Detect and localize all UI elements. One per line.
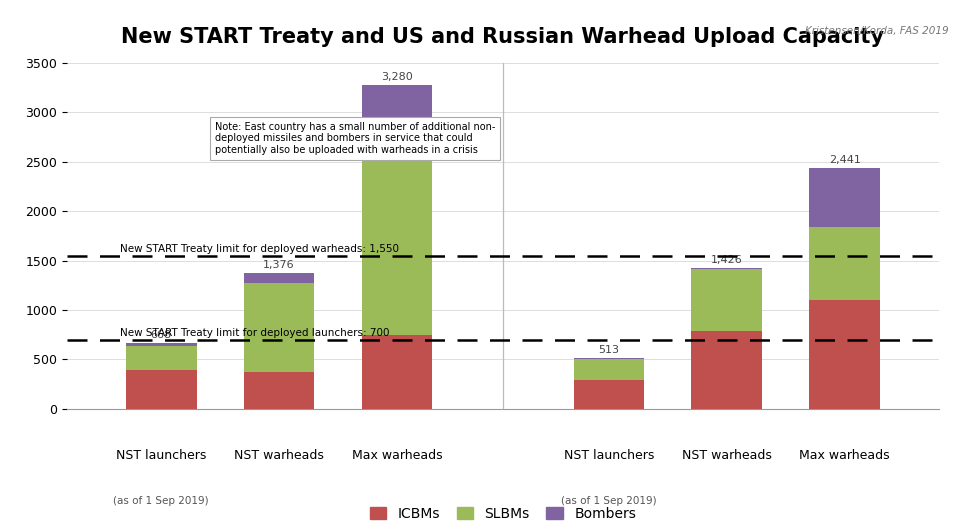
Text: (as of 1 Sep 2019): (as of 1 Sep 2019): [113, 496, 209, 506]
Text: New START Treaty limit for deployed launchers: 700: New START Treaty limit for deployed laun…: [120, 328, 390, 338]
Text: Note: East country has a small number of additional non-
deployed missiles and b: Note: East country has a small number of…: [216, 122, 495, 155]
Bar: [125, 370, 196, 409]
Bar: [810, 168, 880, 227]
Bar: [243, 283, 314, 372]
Bar: [361, 157, 432, 335]
Text: New START Treaty limit for deployed warheads: 1,550: New START Treaty limit for deployed warh…: [120, 244, 399, 254]
Text: 668: 668: [150, 330, 171, 340]
Text: NST warheads: NST warheads: [234, 449, 324, 462]
Bar: [692, 268, 763, 269]
Bar: [810, 300, 880, 409]
Text: 1,426: 1,426: [711, 255, 742, 265]
Bar: [125, 346, 196, 370]
Bar: [574, 358, 645, 359]
Text: 2,441: 2,441: [829, 155, 860, 165]
Text: 513: 513: [599, 345, 620, 355]
Text: Max warheads: Max warheads: [799, 449, 890, 462]
Bar: [125, 343, 196, 346]
Title: New START Treaty and US and Russian Warhead Upload Capacity: New START Treaty and US and Russian Warh…: [122, 27, 884, 48]
Text: 3,280: 3,280: [381, 72, 413, 82]
Bar: [692, 269, 763, 331]
Legend: ICBMs, SLBMs, Bombers: ICBMs, SLBMs, Bombers: [364, 501, 642, 524]
Text: NST warheads: NST warheads: [682, 449, 772, 462]
Bar: [361, 84, 432, 157]
Text: (as of 1 Sep 2019): (as of 1 Sep 2019): [561, 496, 657, 506]
Text: Max warheads: Max warheads: [352, 449, 443, 462]
Text: NST launchers: NST launchers: [116, 449, 207, 462]
Bar: [574, 359, 645, 380]
Bar: [810, 227, 880, 300]
Text: 1,376: 1,376: [263, 260, 295, 270]
Bar: [574, 380, 645, 409]
Bar: [692, 331, 763, 409]
Text: NST launchers: NST launchers: [564, 449, 654, 462]
Bar: [243, 372, 314, 409]
Bar: [361, 335, 432, 409]
Text: Kristensen/Korda, FAS 2019: Kristensen/Korda, FAS 2019: [805, 26, 948, 36]
Bar: [243, 273, 314, 283]
